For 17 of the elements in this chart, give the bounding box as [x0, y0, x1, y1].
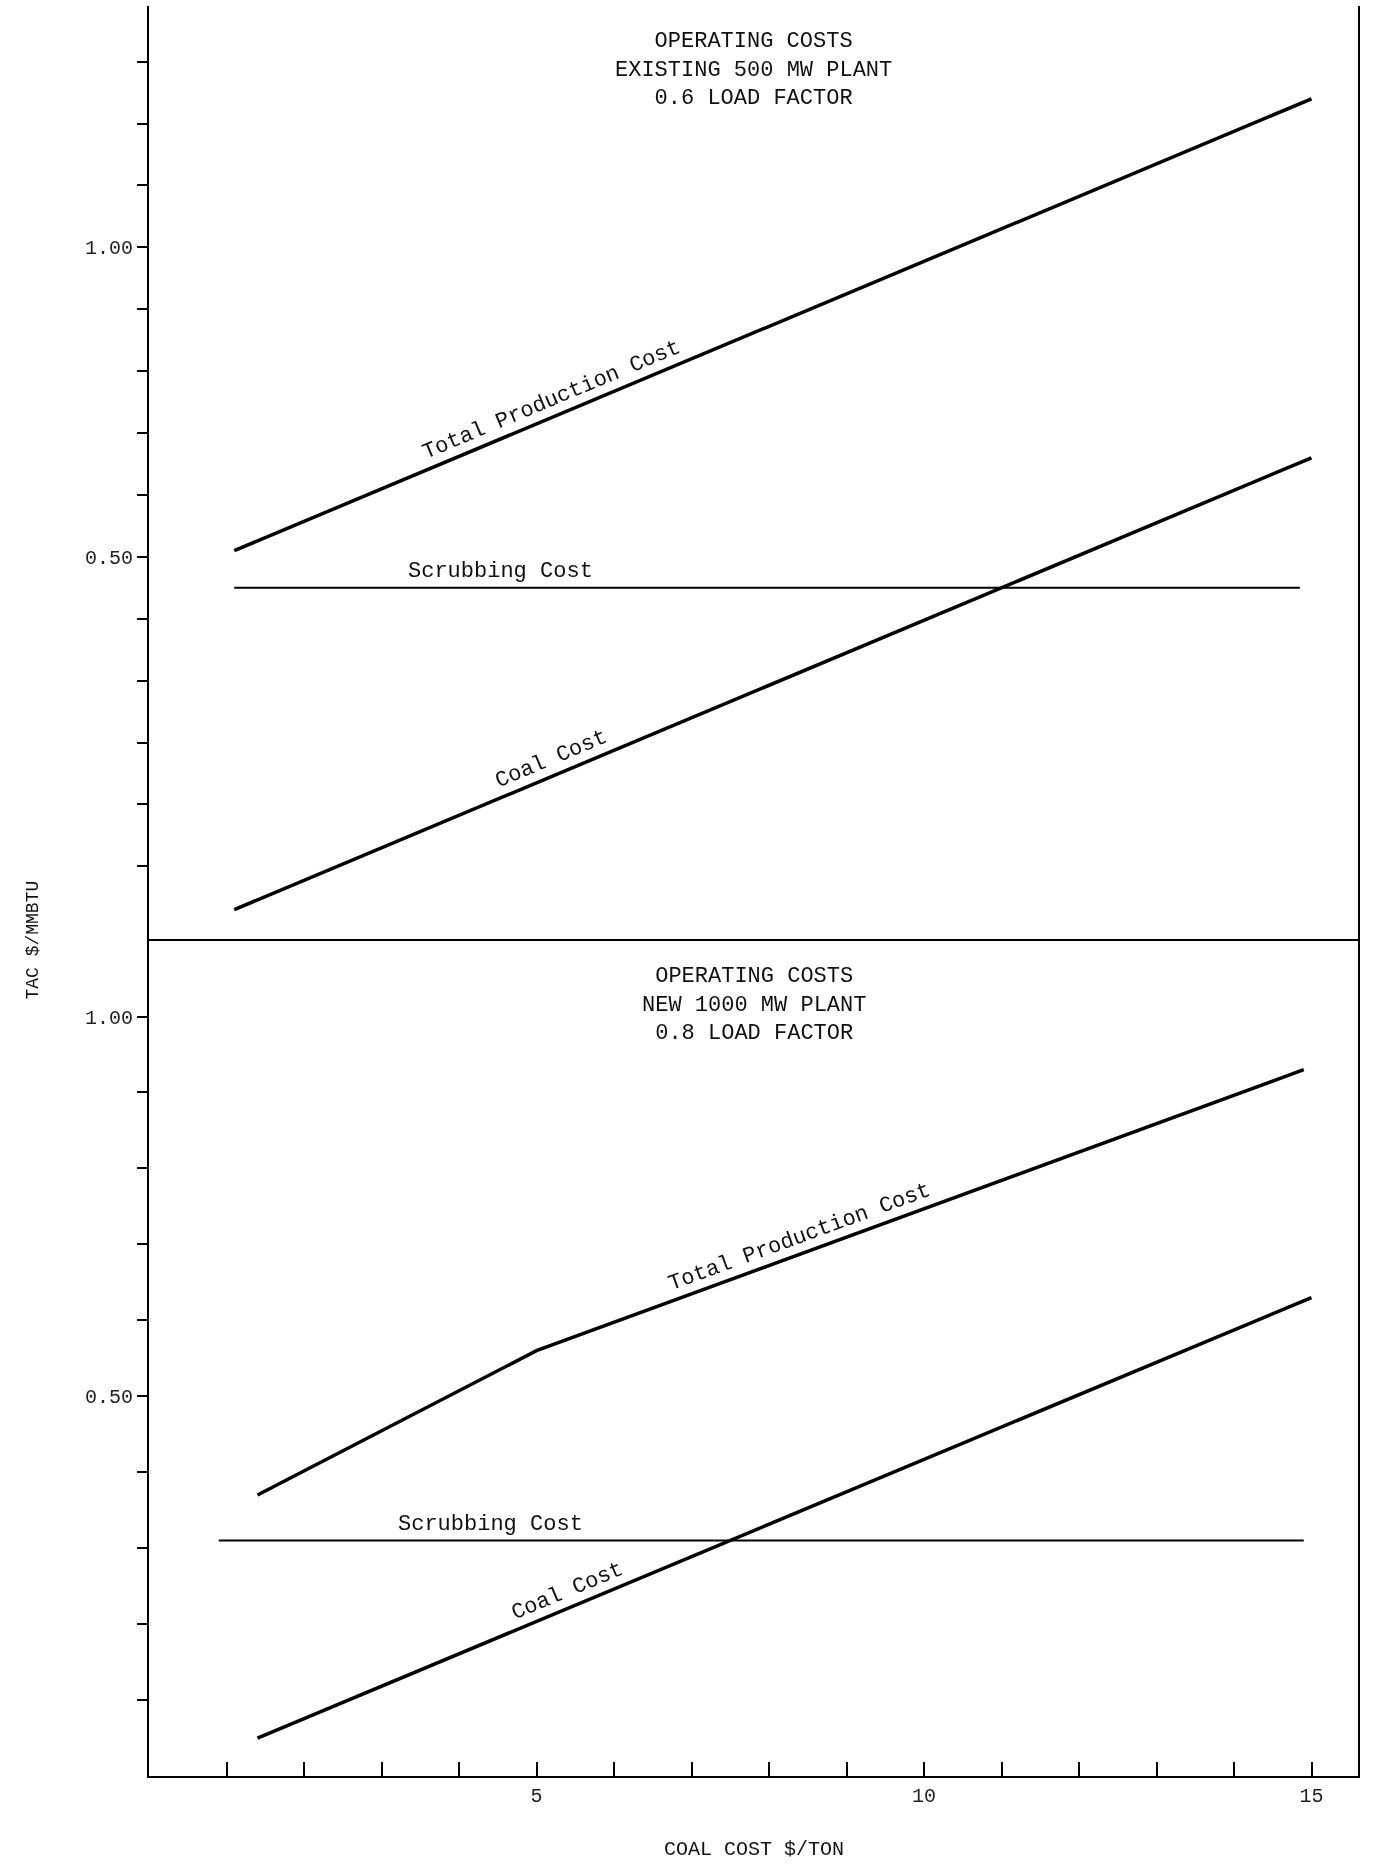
series-label: Scrubbing Cost	[398, 1512, 583, 1537]
x-tick-label: 5	[530, 1785, 543, 1808]
y-axis-title: TAC $/MMBTU	[23, 880, 44, 1000]
y-tick-label: 0.50	[84, 1386, 133, 1410]
text: EXISTING 500 MW PLANT 0.6 LOAD FACTOR	[615, 57, 893, 112]
text: Coal Cost	[507, 1557, 628, 1626]
text: OPERATING COSTS	[654, 29, 853, 54]
y-tick-label: 1.00	[84, 237, 133, 261]
text: OPERATING COSTS	[655, 964, 854, 989]
series-label: Scrubbing Cost	[408, 559, 593, 584]
text: NEW 1000 MW PLANT 0.8 LOAD FACTOR	[642, 992, 867, 1047]
x-tick-label: 15	[1299, 1785, 1324, 1808]
y-tick-label: 0.50	[84, 546, 133, 570]
text: Coal Cost	[491, 724, 612, 794]
x-axis-title: COAL COST $/TON	[664, 1838, 845, 1861]
y-tick-label: 1.00	[84, 1006, 133, 1030]
x-tick-label: 10	[911, 1785, 937, 1808]
